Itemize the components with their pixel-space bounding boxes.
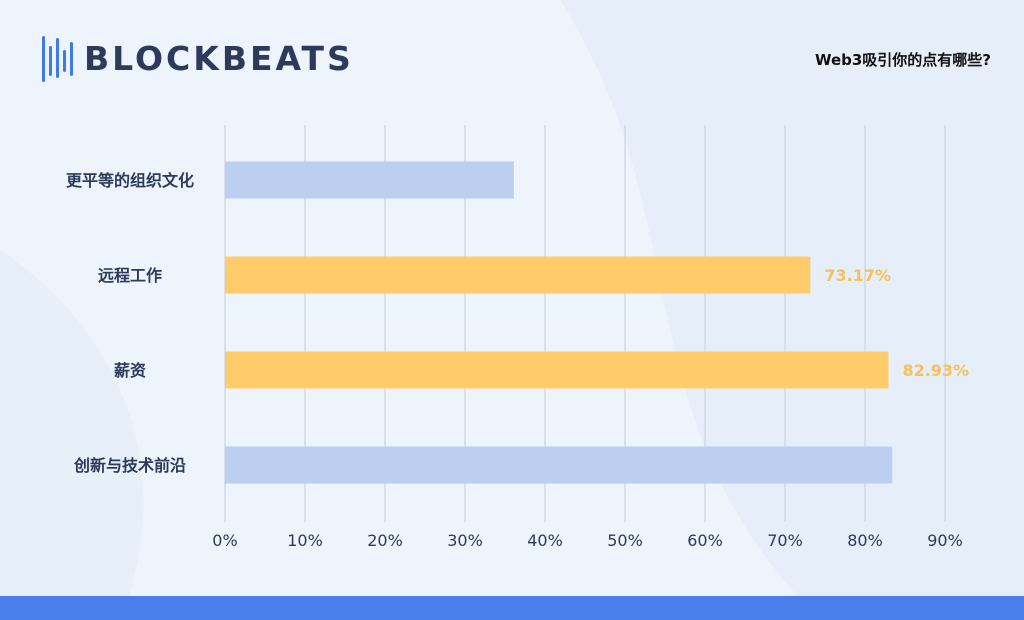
bar: [225, 161, 514, 199]
bar-chart: 0% 10% 20% 30% 40% 50% 60% 70% 80% 90% 更平等的组织文化远程工…: [66, 125, 969, 550]
data-label: 82.93%: [902, 361, 969, 380]
bar: [225, 351, 889, 389]
bar: [225, 256, 811, 294]
footer-band: [0, 596, 1024, 620]
blockbeats-logo: BLOCKBEATS: [42, 36, 354, 82]
x-tick-label: 10%: [287, 531, 323, 550]
category-label: 创新与技术前沿: [73, 456, 186, 475]
x-tick-label: 90%: [927, 531, 963, 550]
blockbeats-logo-icon: [42, 36, 74, 82]
x-tick-label: 30%: [447, 531, 483, 550]
x-tick-label: 70%: [767, 531, 803, 550]
data-label: 73.17%: [824, 266, 891, 285]
bar: [225, 446, 893, 484]
x-tick-label: 80%: [847, 531, 883, 550]
category-label: 薪资: [114, 361, 146, 380]
x-tick-label: 0%: [212, 531, 237, 550]
x-tick-label: 60%: [687, 531, 723, 550]
logo-wordmark: BLOCKBEATS: [84, 39, 354, 78]
chart-title: Web3吸引你的点有哪些?: [814, 51, 991, 69]
category-label: 远程工作: [98, 266, 162, 285]
x-tick-label: 20%: [367, 531, 403, 550]
category-label: 更平等的组织文化: [66, 171, 194, 190]
x-tick-label: 40%: [527, 531, 563, 550]
x-tick-label: 50%: [607, 531, 643, 550]
